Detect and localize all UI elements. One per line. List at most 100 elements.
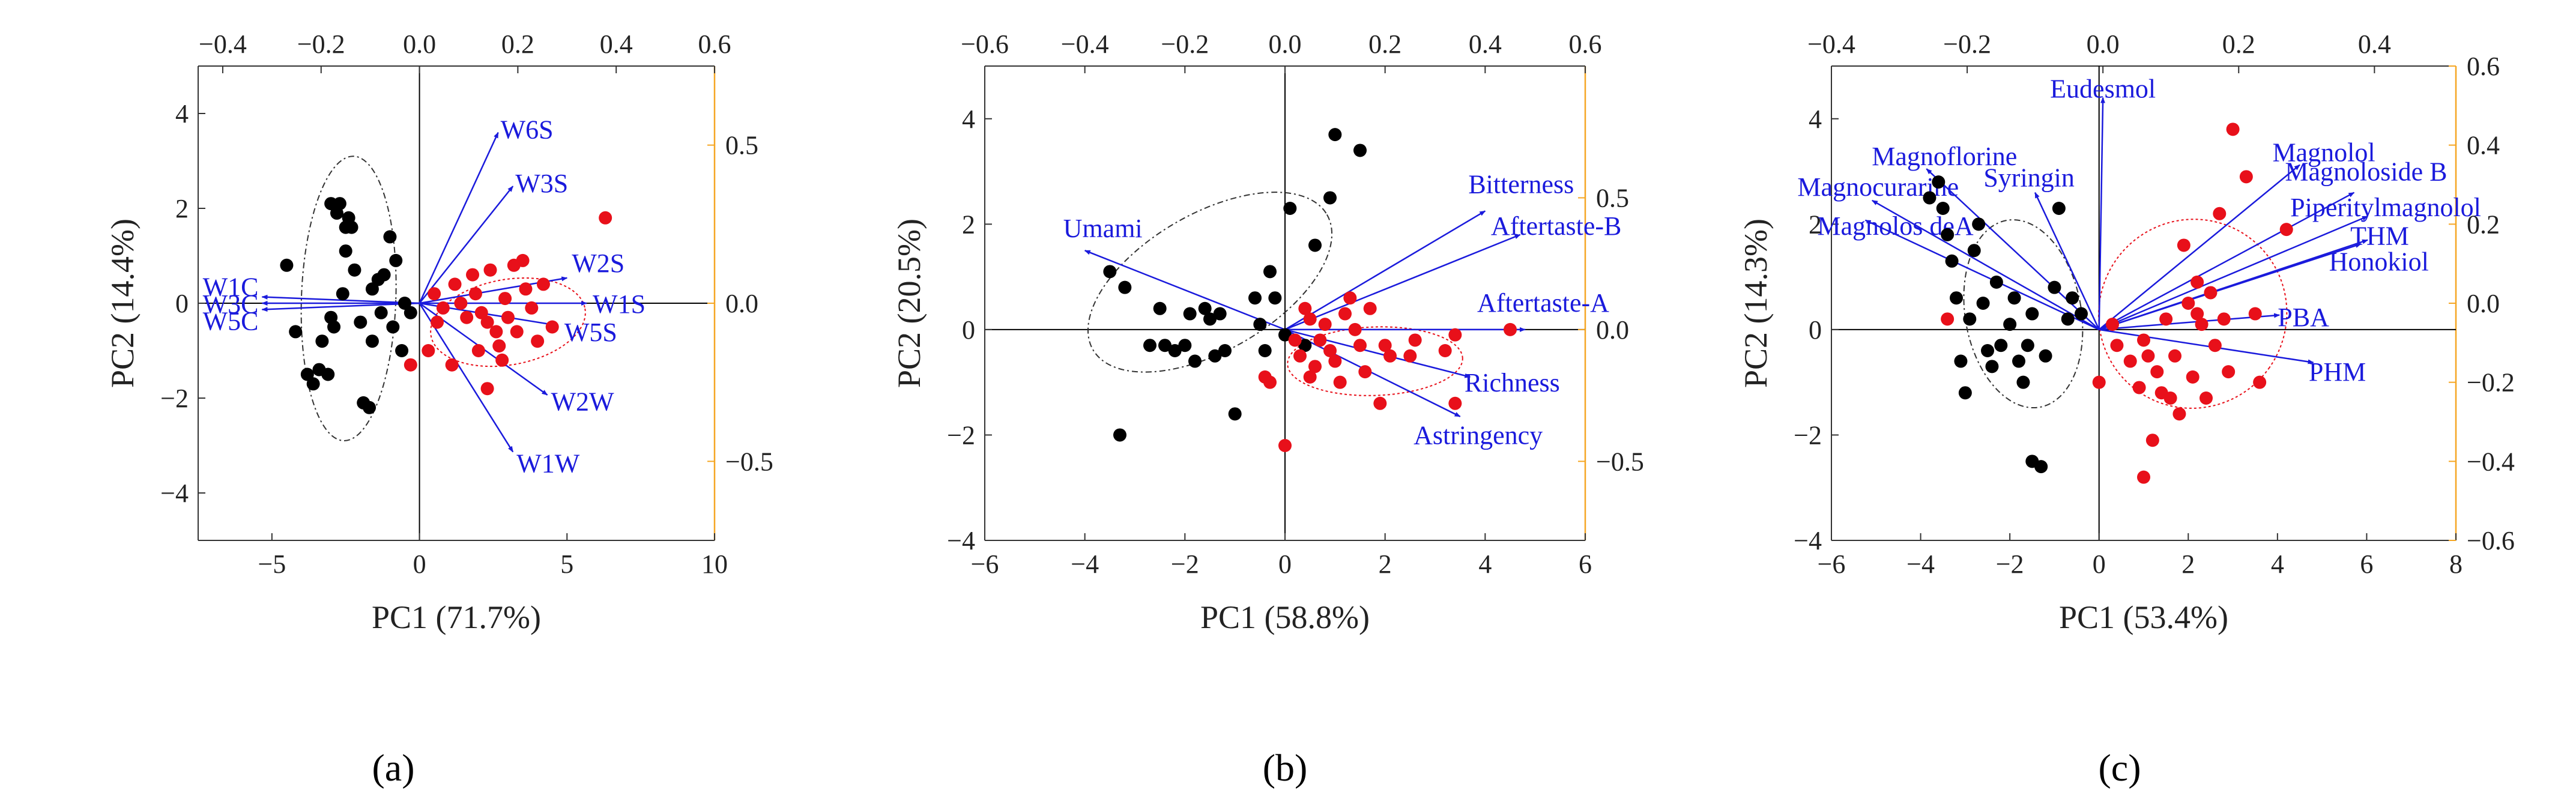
x-tick-label: −6 (971, 549, 999, 579)
y-axis-label: PC2 (14.4%) (104, 219, 141, 388)
group-red-point (1333, 375, 1347, 389)
top-tick-label: −0.4 (1807, 29, 1855, 59)
loading-vector-label: W2W (551, 387, 615, 417)
group-red-point (2208, 339, 2222, 352)
group-black-point (1323, 191, 1337, 205)
group-red-point (1348, 322, 1362, 336)
x-axis-label: PC1 (71.7%) (372, 599, 541, 635)
group-black-point (1103, 265, 1117, 279)
group-black-point (1143, 339, 1156, 352)
loading-vector-arrow (2099, 313, 2281, 331)
group-black-point (2025, 307, 2039, 321)
group-black-point (1972, 217, 1986, 231)
loading-vector-arrow (1284, 234, 1521, 331)
group-red-point (2092, 375, 2106, 389)
x-tick-label: 2 (1379, 549, 1392, 579)
group-black-point (1989, 275, 2003, 289)
top-tick-label: 0.0 (403, 29, 436, 59)
group-red-point (471, 344, 485, 357)
group-red-point (1318, 318, 1332, 331)
loading-vector-arrow (419, 186, 514, 304)
loading-vector-label: Aftertaste-A (1477, 288, 1609, 318)
group-black-point (354, 315, 367, 329)
group-black-point (2007, 291, 2021, 305)
group-black-point (1976, 297, 1990, 310)
group-black-point (1954, 354, 1968, 368)
group-red-point (2186, 370, 2200, 384)
group-black-point (389, 253, 403, 267)
loading-vector-label: Richness (1465, 368, 1560, 397)
y-tick-label: −2 (1794, 420, 1822, 450)
loading-vector-label: Umami (1063, 214, 1143, 243)
group-red-point (531, 334, 545, 348)
group-black-point (327, 320, 341, 334)
black-group-ellipse (300, 156, 397, 441)
top-tick-label: 0.6 (1569, 29, 1602, 59)
top-tick-label: 0.4 (1469, 29, 1502, 59)
loading-vector-label: W1C (203, 272, 259, 301)
group-black-point (404, 306, 417, 319)
group-black-point (2052, 202, 2066, 215)
group-black-point (1950, 291, 1963, 305)
loading-vector-arrow (419, 131, 499, 304)
group-red-point (525, 301, 539, 315)
group-red-point (2248, 307, 2262, 321)
group-red-point (2222, 365, 2236, 379)
y-tick-label: −4 (947, 526, 975, 555)
group-red-point (422, 344, 435, 357)
loading-vector-arrow (1284, 328, 1461, 417)
loading-vector-label: W6S (501, 115, 554, 145)
y-tick-label: 0 (962, 315, 975, 345)
loading-vector-label: PHM (2309, 357, 2366, 387)
loading-vector-label: W1W (516, 449, 580, 479)
group-red-point (454, 297, 468, 310)
loading-vector-arrow (2099, 192, 2355, 330)
loading-vector-label: W5S (564, 318, 617, 347)
y-tick-label: 2 (962, 210, 975, 239)
y-tick-label: −4 (160, 479, 189, 508)
loading-vector-arrow (2099, 216, 2368, 331)
loading-vector-label: Syringin (1983, 163, 2075, 193)
x-tick-label: 4 (1478, 549, 1492, 579)
group-black-point (2016, 375, 2030, 389)
group-red-point (1343, 291, 1357, 305)
group-red-point (1338, 307, 1352, 321)
top-tick-label: 0.2 (501, 29, 534, 59)
red-group-ellipse (2098, 219, 2288, 409)
group-red-point (2253, 375, 2267, 389)
loading-vector-label: W3C (203, 289, 259, 319)
right-tick-label: 0.5 (725, 131, 758, 160)
group-black-point (1168, 344, 1182, 357)
loading-vector-label: Piperitylmagnolol (2290, 193, 2481, 222)
group-black-point (1963, 312, 1977, 326)
group-red-point (519, 282, 533, 296)
group-black-point (2012, 354, 2025, 368)
top-tick-label: 0.2 (1368, 29, 1401, 59)
group-red-point (431, 315, 444, 329)
group-black-point (2048, 280, 2061, 294)
group-black-point (1198, 301, 1212, 315)
group-black-point (306, 377, 320, 391)
y-axis-label: PC2 (20.5%) (891, 219, 927, 388)
x-tick-label: −2 (1996, 549, 2024, 579)
y-tick-label: 4 (175, 99, 189, 128)
y-tick-label: 0 (175, 289, 189, 318)
group-red-point (510, 325, 524, 339)
group-red-point (1363, 301, 1377, 315)
group-red-point (2239, 170, 2253, 184)
loading-vector-arrow (261, 294, 420, 304)
loading-vector-arrow (1284, 210, 1486, 330)
right-tick-label: −0.6 (2467, 526, 2515, 555)
group-red-point (2213, 207, 2227, 220)
y-tick-label: −4 (1794, 526, 1822, 555)
group-red-point (2150, 365, 2164, 379)
group-red-point (468, 287, 482, 301)
group-red-point (1308, 360, 1322, 373)
group-black-point (1203, 312, 1217, 326)
top-tick-label: −0.4 (199, 29, 247, 59)
x-tick-label: 6 (2360, 549, 2373, 579)
group-red-point (2226, 122, 2240, 136)
group-red-point (1288, 333, 1302, 347)
loading-vector-label: W5C (203, 307, 259, 336)
